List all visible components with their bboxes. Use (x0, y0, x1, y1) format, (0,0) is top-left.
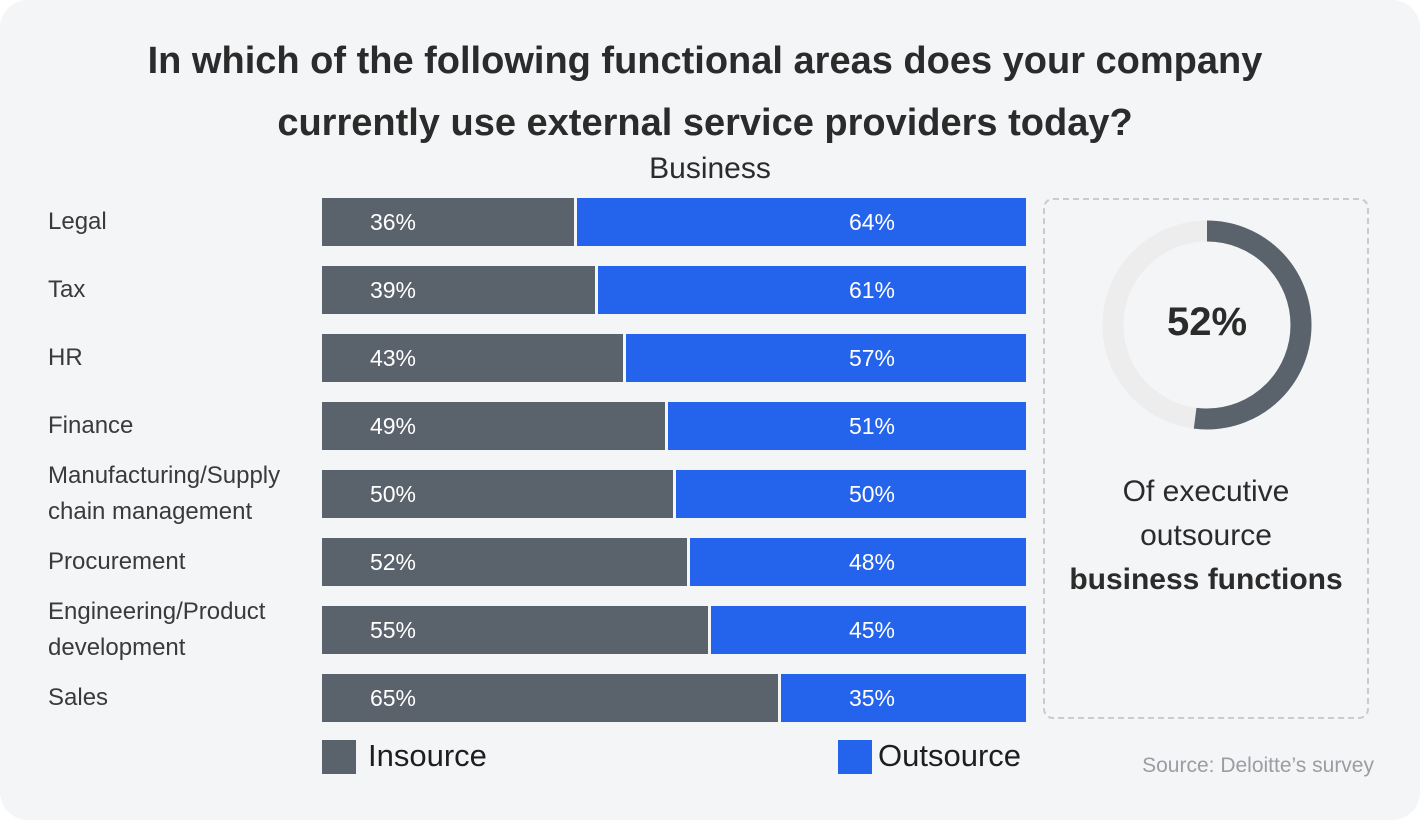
bar-insource (322, 674, 779, 722)
value-label-outsource: 64% (848, 209, 896, 235)
category-label-line: chain management (48, 498, 253, 525)
category-label-line: development (48, 634, 186, 661)
value-label-insource: 50% (369, 481, 417, 507)
legend-swatch-outsource (838, 740, 872, 774)
category-label-line: Finance (48, 412, 134, 439)
value-label-outsource: 61% (848, 277, 896, 303)
bar-outsource (668, 402, 1026, 450)
title-line-2: currently use external service providers… (277, 102, 1133, 144)
category-label: Legal (48, 204, 318, 240)
bar-outsource (689, 538, 1026, 586)
legend-label-outsource: Outsource (878, 738, 1022, 773)
category-label-line: HR (48, 344, 83, 371)
callout-panel (1043, 198, 1369, 719)
donut-value-arc (1102, 220, 1312, 430)
value-label-outsource: 48% (848, 549, 896, 575)
category-label-line: Engineering/Product (48, 598, 266, 625)
value-label-insource: 39% (369, 277, 417, 303)
chart-title: In which of the following functional are… (0, 30, 1410, 154)
category-label: Sales (48, 680, 318, 716)
callout-line-2: outsource (1140, 519, 1272, 552)
value-label-outsource: 51% (848, 413, 896, 439)
value-label-insource: 36% (369, 209, 417, 235)
category-label-line: Tax (48, 276, 86, 303)
value-label-outsource: 35% (848, 685, 896, 711)
callout-description: Of executive outsource business function… (1043, 470, 1369, 602)
value-label-outsource: 45% (848, 617, 896, 643)
legend-label-insource: Insource (368, 738, 487, 773)
bar-insource (322, 538, 687, 586)
category-label-line: Sales (48, 684, 109, 711)
bar-outsource (675, 470, 1026, 518)
value-label-insource: 43% (369, 345, 417, 371)
bar-insource (322, 266, 596, 314)
bar-outsource (626, 334, 1026, 382)
category-label-line: Legal (48, 208, 107, 235)
value-label-insource: 55% (369, 617, 417, 643)
chart-subtitle: Business (649, 152, 771, 185)
callout-bold: business functions (1069, 563, 1343, 596)
callout-line-1: Of executive (1122, 475, 1290, 508)
category-label: Finance (48, 408, 318, 444)
value-label-insource: 49% (369, 413, 417, 439)
callout-value: 52% (1166, 300, 1248, 344)
bar-outsource (710, 606, 1026, 654)
donut-chart (1102, 220, 1312, 430)
title-line-1: In which of the following functional are… (147, 40, 1263, 82)
legend-swatch-insource (322, 740, 356, 774)
category-label-line: Procurement (48, 548, 186, 575)
bar-outsource (576, 198, 1026, 246)
source-note: Source: Deloitte’s survey (1142, 754, 1374, 777)
bar-insource (322, 198, 574, 246)
value-label-insource: 65% (369, 685, 417, 711)
bar-insource (322, 606, 708, 654)
category-label: Tax (48, 272, 318, 308)
bar-insource (322, 402, 666, 450)
value-label-insource: 52% (369, 549, 417, 575)
bar-insource (322, 334, 624, 382)
category-label: HR (48, 340, 318, 376)
bar-outsource (781, 674, 1026, 722)
category-label-line: Manufacturing/Supply (48, 462, 281, 489)
bar-insource (322, 470, 673, 518)
value-label-outsource: 50% (848, 481, 896, 507)
category-label: Engineering/Product development (48, 594, 318, 666)
value-label-outsource: 57% (848, 345, 896, 371)
category-label: Procurement (48, 544, 318, 580)
bar-outsource (598, 266, 1026, 314)
category-label: Manufacturing/Supply chain management (48, 458, 318, 530)
